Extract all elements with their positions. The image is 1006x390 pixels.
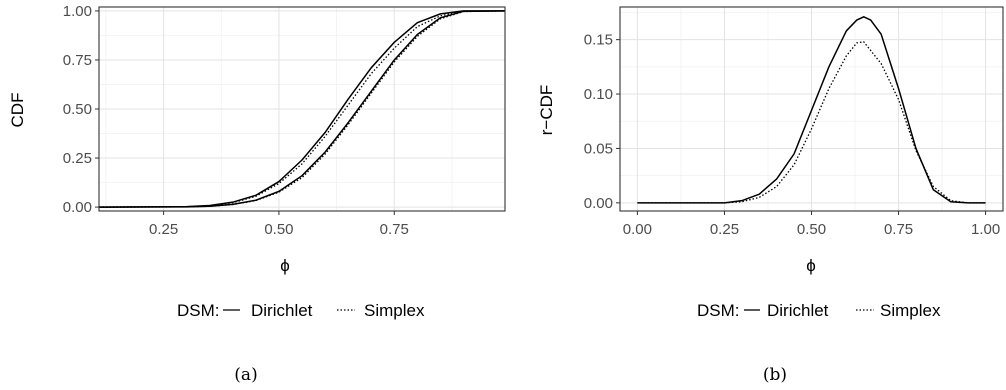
y-tick-label: 0.00 [584, 195, 613, 212]
panel-b-ylabel: r−CDF [537, 85, 556, 136]
series-line-simplex-3 [98, 10, 506, 208]
x-tick-label: 0.00 [623, 221, 652, 238]
panel-b-legend-title: DSM: [697, 301, 740, 320]
panel-b-legend-label-simplex: Simplex [880, 301, 941, 320]
panel-b-legend: DSM: Dirichlet Simplex [697, 301, 941, 320]
panel-b-legend-label-dirichlet: Dirichlet [767, 301, 829, 320]
y-tick-label: 0.25 [63, 150, 92, 167]
y-tick-label: 0.05 [584, 140, 613, 157]
panel-a-grid [99, 7, 505, 211]
panel-a-ticks: 0.25 0.50 0.75 0.00 0.25 0.50 0.75 1.00 [63, 3, 409, 238]
y-tick-label: 0.10 [584, 86, 613, 103]
series-line-dirichlet-0 [98, 10, 505, 208]
x-tick-label: 0.25 [710, 221, 739, 238]
y-tick-label: 0.15 [584, 32, 613, 49]
y-tick-label: 1.00 [63, 3, 92, 20]
panel-a-legend-label-dirichlet: Dirichlet [251, 301, 313, 320]
y-tick-label: 0.00 [63, 199, 92, 216]
panel-b-caption: (b) [763, 365, 787, 385]
panel-b-rcdf: 0.00 0.25 0.50 0.75 1.00 0.00 0.05 0.10 0.15 ϕ r… [537, 6, 1004, 385]
x-tick-label: 1.00 [971, 221, 1000, 238]
panel-a-legend-label-simplex: Simplex [364, 301, 425, 320]
panel-a-legend-title: DSM: [177, 301, 220, 320]
x-tick-label: 0.75 [884, 221, 913, 238]
x-tick-label: 0.25 [149, 221, 178, 238]
panel-b-lines [637, 16, 986, 204]
panel-a-ylabel: CDF [8, 93, 27, 128]
x-tick-label: 0.50 [797, 221, 826, 238]
panel-b-ticks: 0.00 0.25 0.50 0.75 1.00 0.00 0.05 0.10 0.15 [584, 32, 1000, 238]
panel-b-xlabel: ϕ [806, 256, 816, 275]
panel-b-grid [620, 7, 1003, 211]
x-tick-label: 0.50 [264, 221, 293, 238]
series-line-dirichlet-1 [98, 10, 506, 208]
panel-a-caption: (a) [234, 365, 257, 385]
panel-a-xlabel: ϕ [280, 256, 290, 275]
panel-a-cdf: 0.25 0.50 0.75 0.00 0.25 0.50 0.75 1.00 ϕ CDF D… [8, 3, 506, 385]
panel-a-legend: DSM: Dirichlet Simplex [177, 301, 425, 320]
y-tick-label: 0.50 [63, 101, 92, 118]
series-line-dirichlet-0 [637, 16, 986, 204]
series-line-simplex-1 [637, 41, 986, 204]
x-tick-label: 0.75 [380, 221, 409, 238]
y-tick-label: 0.75 [63, 52, 92, 69]
panel-a-lines [98, 10, 506, 208]
